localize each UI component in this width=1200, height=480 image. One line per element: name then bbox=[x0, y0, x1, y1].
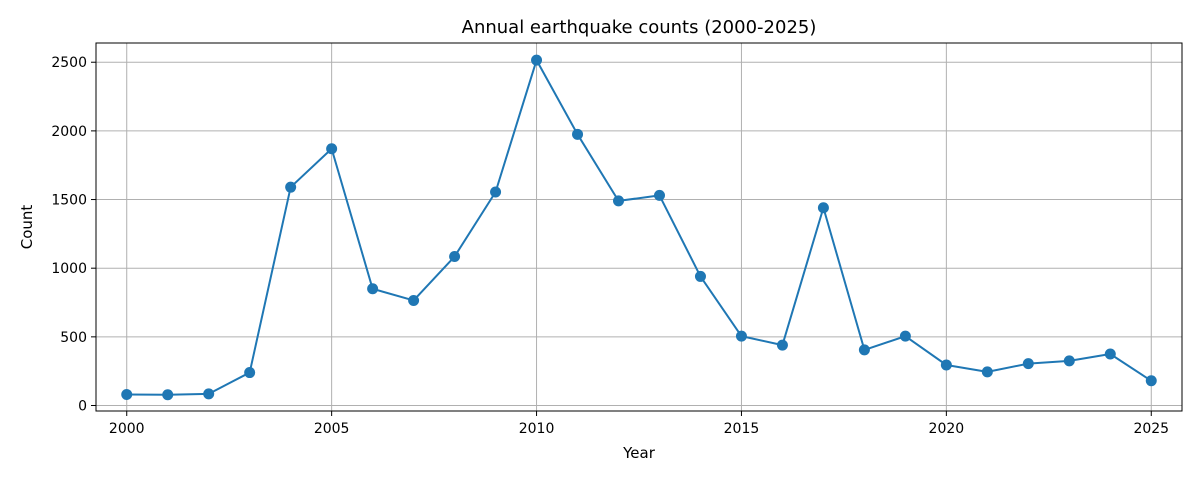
data-point bbox=[1104, 348, 1116, 360]
data-point bbox=[613, 195, 625, 207]
plot-frame bbox=[95, 42, 1183, 412]
data-point bbox=[449, 251, 461, 263]
ticks: 2000 2005 2010 2015 2020 2025 0 500 1000 1500 2000… bbox=[51, 55, 1169, 437]
x-tick-label: 2000 bbox=[109, 421, 145, 437]
data-point bbox=[858, 344, 870, 356]
data-point bbox=[776, 339, 788, 351]
data-point bbox=[735, 330, 747, 342]
data-point bbox=[1145, 375, 1157, 387]
grid bbox=[96, 43, 1182, 411]
data-point bbox=[203, 388, 215, 400]
data-point bbox=[899, 330, 911, 342]
data-point bbox=[817, 202, 829, 214]
data-point bbox=[1063, 355, 1075, 367]
x-tick-label: 2025 bbox=[1133, 421, 1169, 437]
data-point bbox=[285, 181, 297, 193]
data-point bbox=[572, 128, 584, 140]
chart-title: Annual earthquake counts (2000-2025) bbox=[462, 17, 817, 38]
x-tick-label: 2005 bbox=[314, 421, 350, 437]
y-tick-label: 2000 bbox=[51, 124, 87, 140]
y-tick-label: 1500 bbox=[51, 193, 87, 209]
data-point bbox=[367, 283, 379, 295]
data-point bbox=[162, 389, 174, 401]
y-tick-label: 2500 bbox=[51, 55, 87, 71]
data-point bbox=[981, 366, 993, 378]
data-point bbox=[1022, 358, 1034, 370]
data-point bbox=[121, 389, 133, 401]
data-point bbox=[531, 54, 543, 66]
data-point bbox=[326, 143, 338, 155]
x-axis-label: Year bbox=[622, 444, 656, 462]
data-point bbox=[408, 294, 420, 306]
data-point bbox=[490, 186, 502, 198]
series-line bbox=[126, 59, 1152, 396]
data-point bbox=[244, 367, 256, 379]
y-tick-label: 500 bbox=[60, 330, 87, 346]
y-tick-label: 0 bbox=[78, 399, 87, 415]
data-point bbox=[940, 359, 952, 371]
x-tick-label: 2020 bbox=[929, 421, 965, 437]
x-tick-label: 2010 bbox=[519, 421, 555, 437]
x-tick-label: 2015 bbox=[724, 421, 760, 437]
data-point bbox=[653, 189, 665, 201]
data-point bbox=[694, 270, 706, 282]
series-layer bbox=[121, 54, 1157, 401]
y-axis-label: Count bbox=[18, 205, 36, 250]
y-tick-label: 1000 bbox=[51, 261, 87, 277]
